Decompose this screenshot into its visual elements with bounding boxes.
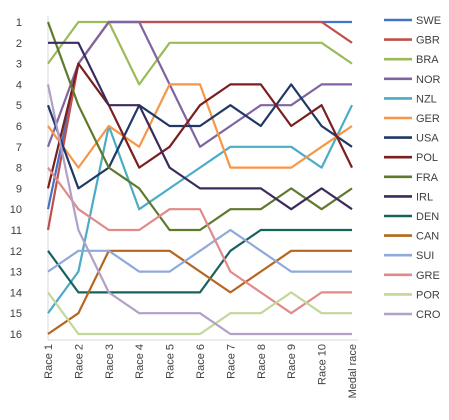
legend-item-ger: GER [384, 113, 440, 125]
legend-label: POL [416, 152, 438, 164]
legend-item-nzl: NZL [384, 93, 437, 105]
x-tick-label: Race 7 [225, 344, 237, 379]
series-line-por [47, 291, 352, 336]
series-line-bra [47, 20, 353, 86]
y-tick-label: 12 [10, 246, 22, 258]
x-tick-label: Race 5 [165, 344, 177, 379]
legend-item-irl: IRL [384, 191, 433, 203]
x-tick-label: Race 2 [73, 344, 85, 379]
legend-label: POR [416, 289, 440, 301]
legend-label: FRA [416, 172, 439, 184]
x-tick-label: Race 9 [286, 344, 298, 379]
legend-label: BRA [416, 54, 439, 66]
legend-item-cro: CRO [384, 309, 441, 321]
y-tick-label: 13 [10, 267, 22, 279]
legend-item-den: DEN [384, 211, 439, 223]
legend-label: GRE [416, 270, 440, 282]
series-line-usa [46, 83, 353, 190]
legend-item-gre: GRE [384, 270, 440, 282]
y-tick-label: 9 [16, 183, 22, 195]
y-tick-label: 15 [10, 308, 22, 320]
series-line-cro [46, 84, 352, 336]
legend-label: DEN [416, 211, 439, 223]
legend-item-nor: NOR [384, 74, 441, 86]
series-line-irl [48, 41, 353, 211]
y-tick-label: 16 [10, 329, 22, 341]
axes [47, 16, 358, 341]
legend-item-por: POR [384, 289, 440, 301]
x-axis-tick-labels: Race 1 Race 2 Race 3 Race 4 Race 5 Race 6 Race… [43, 344, 359, 398]
legend-item-sui: SUI [384, 250, 434, 262]
x-tick-label: Race 6 [195, 344, 207, 379]
y-tick-label: 11 [11, 225, 22, 237]
legend-label: NZL [416, 93, 437, 105]
legend-label: GBR [416, 35, 440, 47]
legend-item-pol: POL [384, 152, 438, 164]
y-tick-label: 2 [16, 38, 22, 50]
y-tick-label: 5 [16, 100, 22, 112]
legend-label: CAN [416, 231, 439, 243]
y-tick-label: 14 [10, 287, 22, 299]
x-tick-label: Race 4 [134, 344, 146, 379]
series-line-fra [46, 21, 353, 232]
y-tick-label: 8 [16, 163, 22, 175]
legend-label: USA [416, 133, 439, 145]
series-line-pol [46, 62, 353, 189]
x-tick-label: Race 10 [317, 344, 329, 385]
y-tick-label: 10 [10, 204, 22, 216]
x-tick-label: Medal race [347, 344, 359, 398]
y-tick-label: 6 [16, 121, 22, 133]
legend-label: IRL [416, 191, 433, 203]
legend-item-gbr: GBR [384, 35, 440, 47]
legend-label: SUI [416, 250, 434, 262]
legend-label: GER [416, 113, 440, 125]
legend-label: CRO [416, 309, 441, 321]
x-tick-label: Race 1 [43, 344, 55, 379]
series-line-gre [47, 166, 352, 315]
series-lines [46, 20, 353, 336]
series-line-sui [47, 228, 352, 273]
y-tick-label: 7 [16, 142, 22, 154]
legend-item-fra: FRA [384, 172, 439, 184]
legend: SWE GBR BRA NOR NZL GER USA POL FRA IRL DEN CAN SUI G… [384, 15, 441, 321]
legend-item-bra: BRA [384, 54, 439, 66]
series-line-den [47, 228, 352, 294]
legend-item-swe: SWE [384, 15, 441, 27]
legend-item-can: CAN [384, 231, 439, 243]
x-tick-label: Race 8 [256, 344, 268, 379]
series-line-ger [47, 83, 353, 169]
x-tick-label: Race 3 [104, 344, 116, 379]
y-tick-label: 1 [16, 17, 22, 29]
y-tick-label: 3 [16, 59, 22, 71]
legend-item-usa: USA [384, 133, 439, 145]
y-tick-label: 4 [16, 79, 22, 91]
legend-label: SWE [416, 15, 441, 27]
legend-label: NOR [416, 74, 441, 86]
